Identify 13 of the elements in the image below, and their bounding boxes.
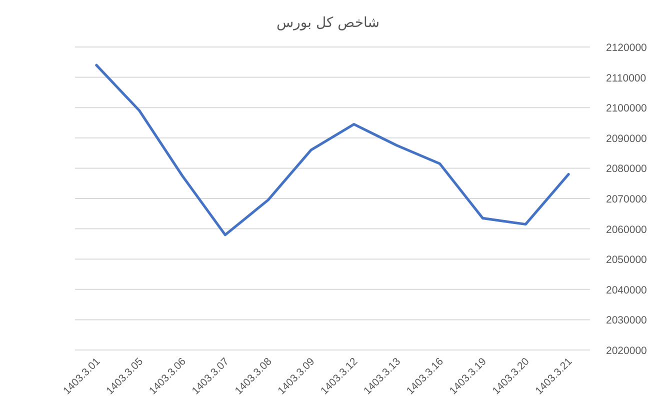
y-tick-label: 2090000 bbox=[606, 132, 648, 145]
y-tick-label: 2050000 bbox=[606, 254, 648, 266]
y-tick-label: 2020000 bbox=[606, 345, 648, 357]
y-tick-label: 2100000 bbox=[606, 102, 648, 115]
line-series bbox=[95, 64, 570, 236]
y-tick-label: 2040000 bbox=[606, 284, 648, 296]
y-tick-label: 2060000 bbox=[606, 224, 648, 236]
y-tick-label: 2070000 bbox=[606, 194, 648, 206]
chart-title: شاخص کل بورس bbox=[276, 15, 380, 31]
y-tick-label: 2030000 bbox=[606, 314, 648, 327]
y-tick-label: 2110000 bbox=[606, 72, 646, 84]
y-tick-label: 2120000 bbox=[606, 42, 648, 54]
y-tick-label: 2080000 bbox=[606, 163, 648, 176]
